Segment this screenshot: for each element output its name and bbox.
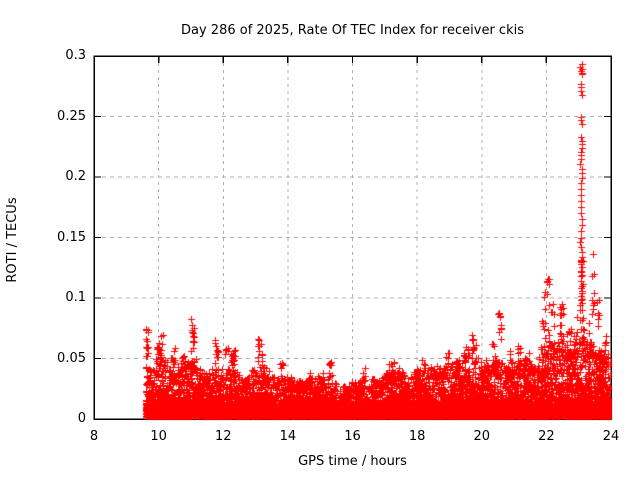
y-tick-label-0.15: 0.15 xyxy=(57,229,86,245)
x-tick-label-10: 10 xyxy=(150,429,167,444)
y-tick-label-0.1: 0.1 xyxy=(65,290,86,305)
y-tick-label-0.2: 0.2 xyxy=(65,169,86,184)
x-tick-label-14: 14 xyxy=(279,429,297,444)
x-tick-label-22: 22 xyxy=(538,429,555,444)
y-tick-label-0: 0 xyxy=(77,411,86,426)
y-tick-label-0.25: 0.25 xyxy=(57,108,86,124)
x-tick-label-24: 24 xyxy=(602,429,620,444)
x-tick-label-8: 8 xyxy=(89,429,99,444)
x-tick-label-16: 16 xyxy=(344,429,361,444)
x-axis-label: GPS time / hours xyxy=(298,454,407,469)
x-tick-label-18: 18 xyxy=(408,429,426,444)
y-tick-label-0.05: 0.05 xyxy=(57,350,86,366)
x-tick-label-12: 12 xyxy=(214,429,232,444)
chart-title: Day 286 of 2025, Rate Of TEC Index for r… xyxy=(181,23,524,38)
y-tick-label-0.3: 0.3 xyxy=(65,48,86,63)
x-tick-label-20: 20 xyxy=(473,429,491,444)
